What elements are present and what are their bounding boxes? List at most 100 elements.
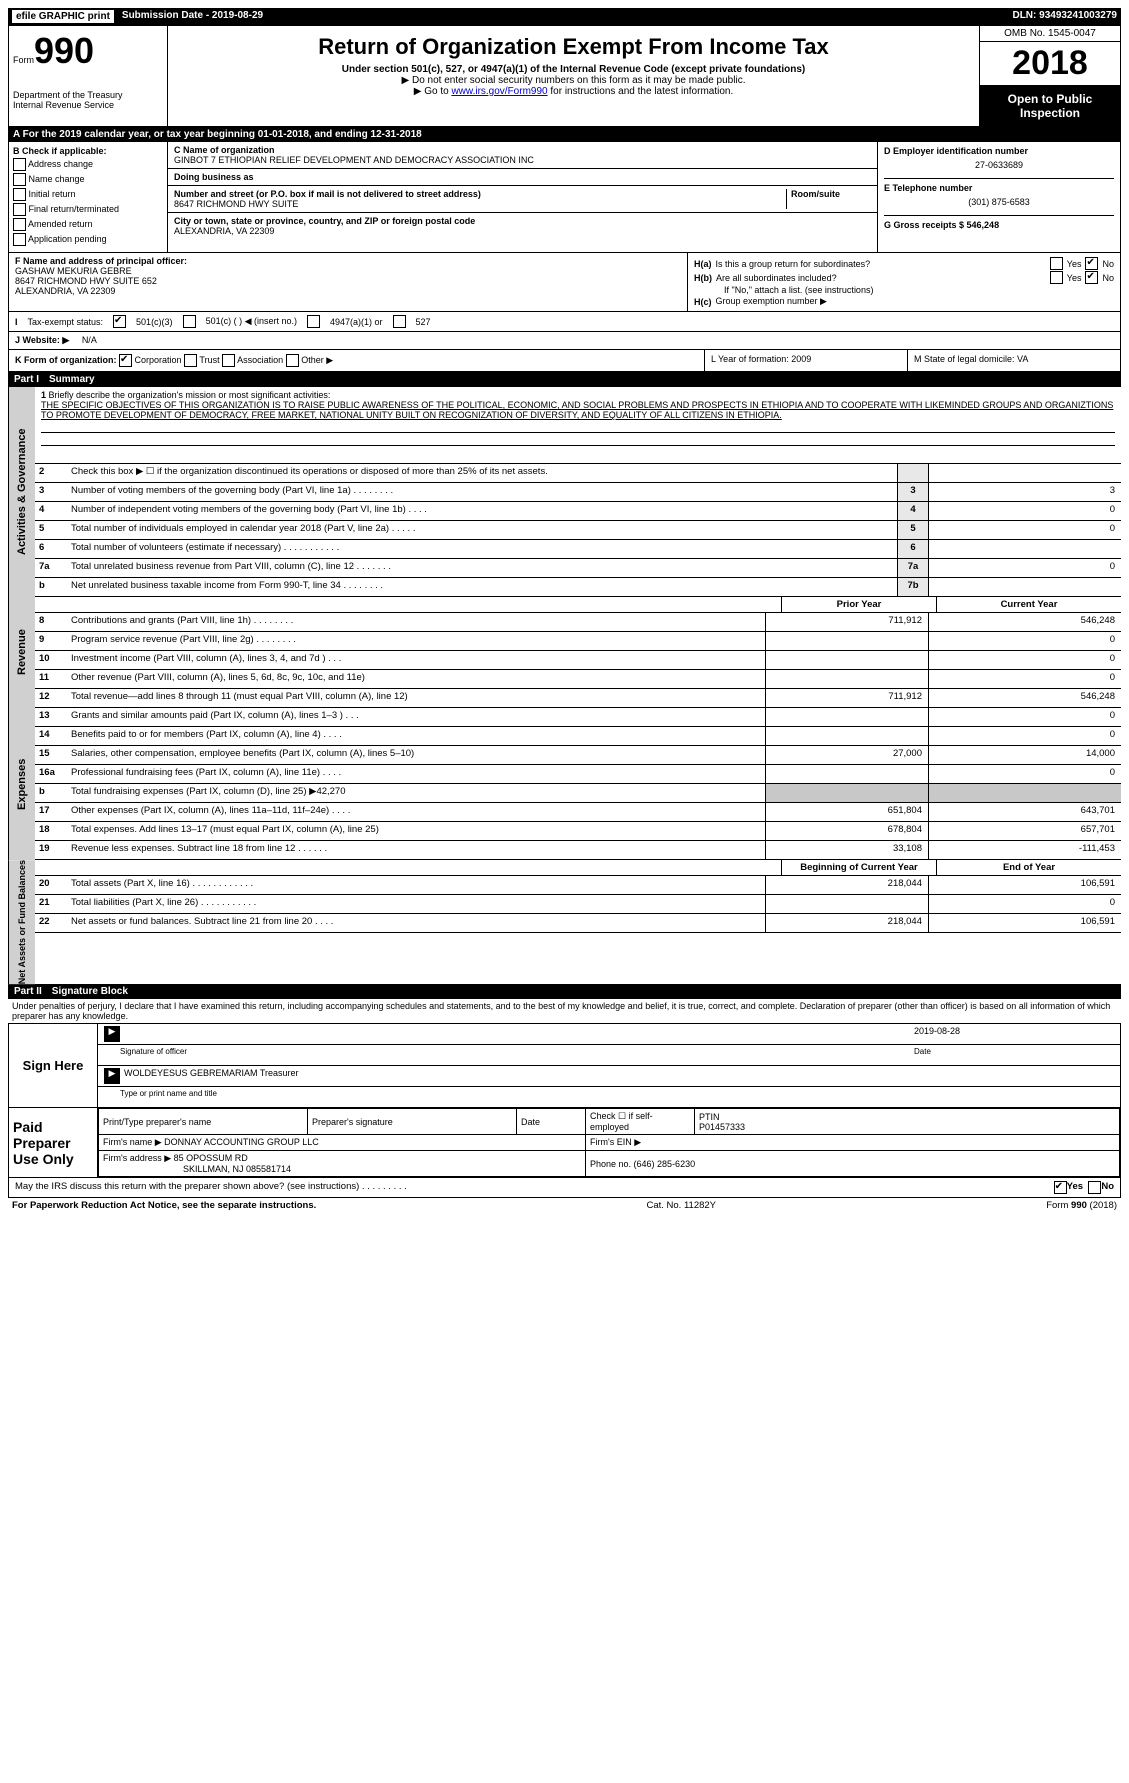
paid-preparer-label: Paid Preparer Use Only	[9, 1108, 98, 1177]
officer-right: H(a) Is this a group return for subordin…	[688, 253, 1120, 311]
chk-trust[interactable]	[184, 354, 197, 367]
chk-discuss-yes[interactable]	[1054, 1181, 1067, 1194]
paid-table: Print/Type preparer's name Preparer's si…	[98, 1108, 1120, 1177]
form-990-footer: 990	[1071, 1200, 1087, 1211]
dba-label: Doing business as	[174, 172, 871, 182]
sign-here-label: Sign Here	[9, 1024, 98, 1107]
tax-year: 2018	[980, 42, 1120, 86]
irs-label: Internal Revenue Service	[13, 100, 163, 110]
chk-pending[interactable]	[13, 233, 26, 246]
form-label-footer: Form	[1046, 1200, 1071, 1211]
k-label: K Form of organization:	[15, 355, 117, 365]
chk-corp[interactable]	[119, 354, 132, 367]
501c-other-label: 501(c) ( ) ◀ (insert no.)	[206, 316, 297, 327]
boc-header: Beginning of Current Year	[781, 860, 936, 875]
b-label: B Check if applicable:	[13, 146, 163, 156]
assoc-label: Association	[237, 355, 283, 365]
footer-row: For Paperwork Reduction Act Notice, see …	[8, 1198, 1121, 1213]
summary-line: 17Other expenses (Part IX, column (A), l…	[35, 803, 1121, 822]
chk-name-change[interactable]	[13, 173, 26, 186]
print-name-label: Print/Type preparer's name	[99, 1109, 308, 1135]
officer-left: F Name and address of principal officer:…	[9, 253, 688, 311]
form990-link[interactable]: www.irs.gov/Form990	[451, 86, 547, 97]
row-a-ending: , and ending 12-31-2018	[309, 129, 422, 140]
527-label: 527	[416, 317, 431, 327]
final-label: Final return/terminated	[29, 204, 120, 214]
officer-row: F Name and address of principal officer:…	[9, 253, 1120, 312]
chk-assoc[interactable]	[222, 354, 235, 367]
expenses-sidebar: Expenses	[8, 708, 35, 860]
chk-hb-yes[interactable]	[1050, 271, 1063, 284]
efile-label: efile GRAPHIC print	[12, 10, 114, 23]
firm-ein-label: Firm's EIN ▶	[586, 1135, 1120, 1151]
summary-line: 22Net assets or fund balances. Subtract …	[35, 914, 1121, 933]
chk-527[interactable]	[393, 315, 406, 328]
phone-value: (301) 875-6583	[884, 197, 1114, 207]
chk-initial[interactable]	[13, 188, 26, 201]
summary-line: 4Number of independent voting members of…	[35, 502, 1121, 521]
summary-line: 12Total revenue—add lines 8 through 11 (…	[35, 689, 1121, 708]
summary-line: 5Total number of individuals employed in…	[35, 521, 1121, 540]
form-container: Form990 Department of the Treasury Inter…	[8, 25, 1121, 372]
discuss-no-label: No	[1101, 1181, 1114, 1194]
form-org-row: K Form of organization: Corporation Trus…	[9, 350, 1120, 371]
tax-exempt-row: I Tax-exempt status: 501(c)(3) 501(c) ( …	[9, 312, 1120, 332]
ha-text: Is this a group return for subordinates?	[716, 259, 1046, 269]
paid-preparer-row: Paid Preparer Use Only Print/Type prepar…	[8, 1108, 1121, 1178]
summary-line: 19Revenue less expenses. Subtract line 1…	[35, 841, 1121, 860]
col-b-checkboxes: B Check if applicable: Address change Na…	[9, 142, 168, 252]
website-row: J Website: ▶ N/A	[9, 332, 1120, 350]
g-gross-receipts: G Gross receipts $ 546,248	[884, 215, 1114, 230]
initial-label: Initial return	[29, 189, 76, 199]
chk-other[interactable]	[286, 354, 299, 367]
firm-addr-label: Firm's address ▶	[103, 1153, 171, 1163]
f-label: F Name and address of principal officer:	[15, 256, 681, 266]
ha-label: H(a)	[694, 259, 712, 269]
efile-header: efile GRAPHIC print Submission Date - 20…	[8, 8, 1121, 25]
arrow-icon: ▶	[104, 1026, 120, 1042]
chk-4947[interactable]	[307, 315, 320, 328]
chk-ha-yes[interactable]	[1050, 257, 1063, 270]
chk-hb-no[interactable]	[1085, 271, 1098, 284]
chk-address-change[interactable]	[13, 158, 26, 171]
city-cell: City or town, state or province, country…	[168, 213, 877, 239]
py-cy-header: Prior Year Current Year	[35, 597, 1121, 613]
title-center: Return of Organization Exempt From Incom…	[168, 26, 979, 126]
governance-section: Activities & Governance 1 Briefly descri…	[8, 387, 1121, 597]
chk-discuss-no[interactable]	[1088, 1181, 1101, 1194]
c-label: C Name of organization	[174, 145, 871, 155]
subtitle: Under section 501(c), 527, or 4947(a)(1)…	[172, 64, 975, 75]
i-label: I	[15, 317, 18, 327]
firm-name: DONNAY ACCOUNTING GROUP LLC	[164, 1137, 319, 1147]
sig-date: 2019-08-28	[914, 1026, 1114, 1042]
j-label: J	[15, 335, 20, 345]
chk-501c3[interactable]	[113, 315, 126, 328]
discuss-yes-label: Yes	[1067, 1181, 1083, 1194]
corp-label: Corporation	[135, 355, 182, 365]
row-a: A For the 2019 calendar year, or tax yea…	[9, 127, 1120, 142]
part1-header: Part I Summary	[8, 372, 1121, 387]
omb-number: OMB No. 1545-0047	[980, 26, 1120, 42]
summary-line: 10Investment income (Part VIII, column (…	[35, 651, 1121, 670]
year-formation: L Year of formation: 2009	[705, 350, 908, 371]
summary-line: 14Benefits paid to or for members (Part …	[35, 727, 1121, 746]
state-domicile: M State of legal domicile: VA	[908, 350, 1120, 371]
governance-sidebar: Activities & Governance	[8, 387, 35, 597]
prep-sig-label: Preparer's signature	[308, 1109, 517, 1135]
pra-notice: For Paperwork Reduction Act Notice, see …	[12, 1200, 316, 1211]
summary-line: 2Check this box ▶ ☐ if the organization …	[35, 464, 1121, 483]
chk-ha-no[interactable]	[1085, 257, 1098, 270]
chk-amended[interactable]	[13, 218, 26, 231]
chk-501c-other[interactable]	[183, 315, 196, 328]
note1: ▶ Do not enter social security numbers o…	[172, 75, 975, 86]
firm-addr1: 85 OPOSSUM RD	[174, 1153, 248, 1163]
chk-final[interactable]	[13, 203, 26, 216]
note2-post: for instructions and the latest informat…	[548, 86, 734, 97]
summary-line: bNet unrelated business taxable income f…	[35, 578, 1121, 597]
netassets-section: Net Assets or Fund Balances Beginning of…	[8, 860, 1121, 984]
amended-label: Amended return	[28, 219, 93, 229]
sig-date-label: Date	[914, 1047, 1114, 1063]
ein-value: 27-0633689	[884, 160, 1114, 170]
part1-title: Summary	[49, 374, 95, 385]
addr-change-label: Address change	[28, 159, 93, 169]
